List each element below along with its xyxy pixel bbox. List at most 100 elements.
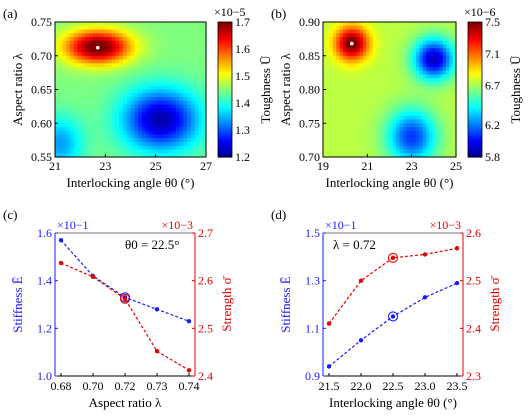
data-point-left <box>422 295 428 300</box>
colorbar-tick-label: 6.7 <box>485 79 500 93</box>
left-tick-label: 1.6 <box>37 226 52 240</box>
colorbar-exponent: ×10−5 <box>214 5 246 19</box>
right-axis-exponent: ×10−3 <box>161 218 193 232</box>
heatmap-panel-0: 21 23 25 27 0.55 0.60 0.65 0.70 0.75 Interlocking… <box>3 5 273 190</box>
x-tick-label: 21.5 <box>319 379 340 393</box>
colorbar-tick-label: 7.1 <box>485 47 500 61</box>
colorbar-tick-label: 5.8 <box>485 150 500 164</box>
data-point-right <box>326 321 332 326</box>
left-tick-label: 1.3 <box>305 274 320 288</box>
data-point-left <box>154 307 160 312</box>
x-axis-label: Interlocking angle θ0 (°) <box>66 175 194 190</box>
y-tick-label: 0.85 <box>299 49 320 63</box>
colorbar-tick-label: 1.3 <box>235 123 250 137</box>
left-tick-label: 1.5 <box>305 226 320 240</box>
y-axis-label: Aspect ratio λ <box>278 52 293 125</box>
right-tick-label: 2.3 <box>466 369 481 383</box>
x-tick-label: 0.72 <box>115 379 136 393</box>
data-point-left <box>326 364 332 369</box>
left-tick-label: 1.2 <box>37 321 52 335</box>
right-tick-label: 2.4 <box>466 321 481 335</box>
left-tick-label: 1.4 <box>37 274 52 288</box>
colorbar-label: Toughness Ū <box>258 55 273 124</box>
y-tick-label: 0.70 <box>299 150 320 164</box>
left-tick-label: 0.9 <box>305 369 320 383</box>
y-tick-label: 0.80 <box>299 83 320 97</box>
x-tick-label: 0.73 <box>147 379 168 393</box>
annotation: λ = 0.72 <box>333 237 376 252</box>
right-tick-label: 2.6 <box>198 274 213 288</box>
panel-tag: (a) <box>3 6 17 21</box>
x-tick-label: 23.0 <box>415 379 436 393</box>
x-tick-label: 22.0 <box>351 379 372 393</box>
left-tick-label: 1.1 <box>305 321 320 335</box>
right-tick-label: 2.5 <box>198 321 213 335</box>
data-point-right <box>154 349 160 354</box>
x-axis-label: Aspect ratio λ <box>89 395 162 410</box>
series-line-left <box>60 239 190 322</box>
data-point-right <box>390 255 396 260</box>
x-tick-label: 25 <box>150 159 162 173</box>
x-axis-label: Interlocking angle θ0 (°) <box>329 395 457 410</box>
x-tick-label: 22.5 <box>383 379 404 393</box>
highlight-ring-right <box>387 252 399 263</box>
right-tick-label: 2.4 <box>198 369 213 383</box>
data-point-left <box>454 280 460 286</box>
colorbar-tick-label: 1.7 <box>235 15 250 29</box>
series-line-right <box>60 262 190 371</box>
data-point-right <box>90 274 96 280</box>
left-axis-exponent: ×10−1 <box>57 218 89 232</box>
line-panel-2: 0.68 0.70 0.72 0.73 0.74 1.0 1.2 1.4 1.6 2.4 2.5 2.… <box>3 207 234 410</box>
x-tick-label: 23 <box>99 159 111 173</box>
right-tick-label: 2.5 <box>466 274 481 288</box>
data-point-right <box>58 260 64 266</box>
left-axis-label: Stiffness Ē <box>278 276 293 333</box>
y-tick-label: 0.55 <box>31 150 52 164</box>
x-tick-label: 21 <box>49 159 61 173</box>
right-axis-label: Strength σ̄ <box>219 275 234 331</box>
data-point-right <box>454 246 460 251</box>
right-tick-label: 2.6 <box>466 226 481 240</box>
data-point-right <box>422 252 428 257</box>
x-tick-label: 27 <box>200 159 212 173</box>
colorbar-tick-label: 1.6 <box>235 42 250 56</box>
highlight-ring-right <box>119 293 131 304</box>
x-tick-label: 0.70 <box>83 379 104 393</box>
colorbar-tick-label: 7.5 <box>485 15 500 29</box>
colorbar <box>217 21 233 158</box>
data-point-left <box>58 237 64 243</box>
y-tick-label: 0.60 <box>31 116 52 130</box>
x-tick-label: 21 <box>361 159 373 173</box>
highlight-ring-left <box>387 311 399 322</box>
x-tick-label: 0.74 <box>179 379 200 393</box>
data-point-right <box>358 278 364 283</box>
data-point-right <box>122 296 128 301</box>
x-tick-label: 19 <box>317 159 329 173</box>
colorbar <box>467 21 483 158</box>
colorbar-tick-label: 1.5 <box>235 69 250 83</box>
y-tick-label: 0.90 <box>299 15 320 29</box>
annotation: θ0 = 22.5° <box>125 237 180 252</box>
left-axis-exponent: ×10−1 <box>325 218 357 232</box>
right-tick-label: 2.7 <box>198 226 213 240</box>
panel-tag: (d) <box>271 207 286 222</box>
panel-tag: (c) <box>3 207 17 222</box>
x-axis-label: Interlocking angle θ0 (°) <box>325 175 453 190</box>
right-axis-label: Strength σ̄ <box>487 275 502 331</box>
left-axis-label: Stiffness Ē <box>10 276 25 333</box>
line-panel-3: 21.5 22.0 22.5 23.0 23.5 0.9 1.1 1.3 1.5 2.3 2.4 2.… <box>271 207 502 410</box>
x-tick-label: 0.68 <box>51 379 72 393</box>
y-axis-label: Aspect ratio λ <box>10 52 25 125</box>
heatmap-panel-1: 19 21 23 25 0.70 0.75 0.80 0.85 0.90 Interlocking… <box>271 5 523 190</box>
x-tick-label: 23 <box>406 159 418 173</box>
colorbar-tick-label: 1.4 <box>235 96 250 110</box>
y-tick-label: 0.75 <box>299 116 320 130</box>
left-tick-label: 1.0 <box>37 369 52 383</box>
colorbar-label: Toughness Ū <box>508 55 523 124</box>
data-point-left <box>186 318 192 324</box>
y-tick-label: 0.75 <box>31 15 52 29</box>
data-point-right <box>186 368 192 373</box>
x-tick-label: 25 <box>450 159 462 173</box>
optimum-marker <box>95 45 100 50</box>
